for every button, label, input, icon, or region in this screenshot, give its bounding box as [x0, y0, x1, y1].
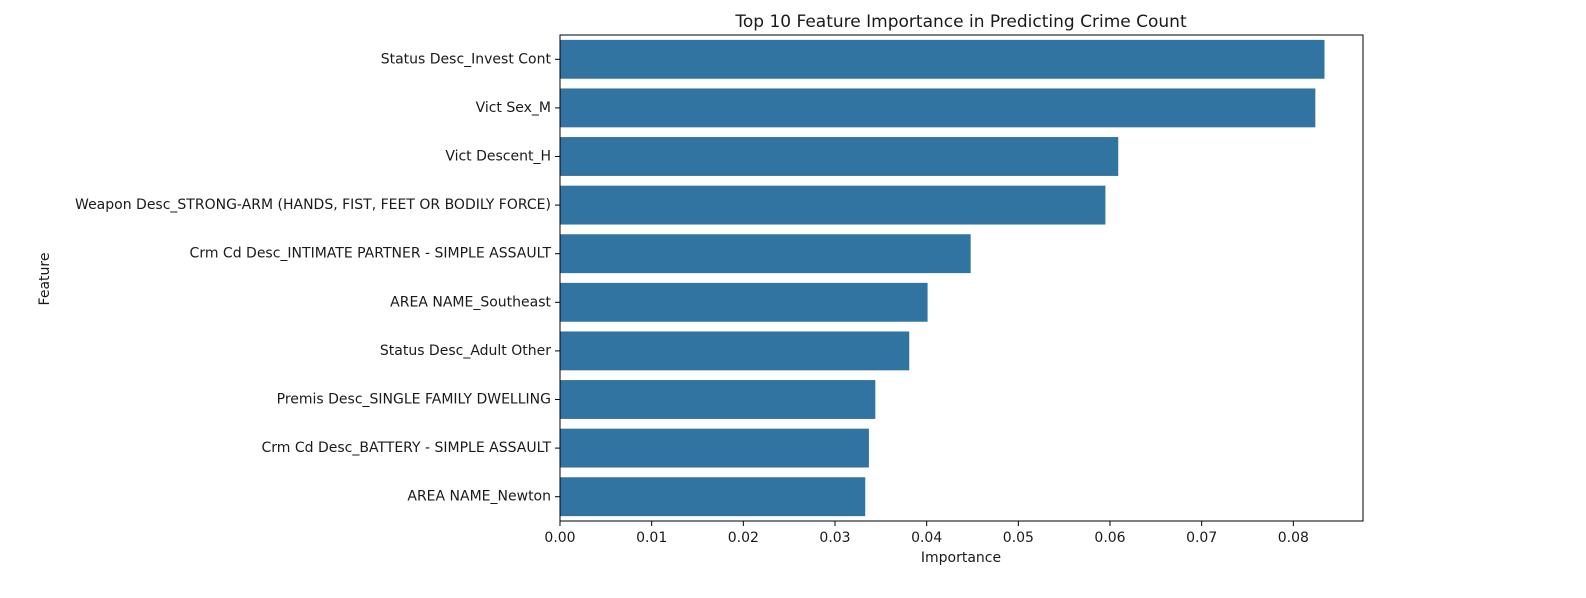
y-tick-label: Premis Desc_SINGLE FAMILY DWELLING — [277, 392, 551, 408]
x-tick-label: 0.04 — [911, 530, 942, 546]
bar — [560, 477, 866, 517]
bar — [560, 39, 1325, 79]
bar — [560, 428, 869, 468]
y-tick-label: Crm Cd Desc_BATTERY - SIMPLE ASSAULT — [262, 440, 552, 456]
chart-title: Top 10 Feature Importance in Predicting … — [734, 12, 1187, 32]
y-tick-label: Status Desc_Adult Other — [380, 343, 551, 359]
y-tick-label: Vict Sex_M — [476, 100, 551, 116]
x-tick-label: 0.07 — [1186, 530, 1217, 546]
bar — [560, 88, 1316, 128]
bar — [560, 185, 1106, 225]
y-tick-label: Crm Cd Desc_INTIMATE PARTNER - SIMPLE AS… — [190, 246, 552, 262]
plot-frame — [559, 34, 1364, 522]
y-axis-label: Feature — [37, 253, 53, 306]
bar — [560, 380, 876, 419]
x-axis-label: Importance — [921, 550, 1001, 566]
y-tick-label: Weapon Desc_STRONG-ARM (HANDS, FIST, FEE… — [75, 197, 551, 213]
bars-group — [560, 39, 1325, 517]
bar — [560, 282, 928, 322]
bar — [560, 331, 910, 371]
y-tick-labels: Status Desc_Invest Cont Vict Sex_M Vict De… — [75, 51, 560, 505]
y-tick-label: AREA NAME_Southeast — [390, 294, 551, 310]
y-tick-label: Vict Descent_H — [445, 149, 551, 165]
y-tick-label: Status Desc_Invest Cont — [381, 51, 552, 67]
x-tick-label: 0.05 — [1003, 530, 1034, 546]
x-tick-label: 0.06 — [1094, 530, 1125, 546]
x-ticks: 0.00 0.01 0.02 0.03 0.04 0.05 0.06 0.07 0.08 — [544, 521, 1309, 546]
x-tick-label: 0.01 — [636, 530, 667, 546]
y-tick-label: AREA NAME_Newton — [407, 489, 551, 505]
x-tick-label: 0.02 — [728, 530, 759, 546]
x-tick-label: 0.08 — [1278, 530, 1309, 546]
x-tick-label: 0.00 — [544, 530, 575, 546]
bar — [560, 234, 971, 274]
x-tick-label: 0.03 — [819, 530, 850, 546]
bar — [560, 137, 1119, 176]
